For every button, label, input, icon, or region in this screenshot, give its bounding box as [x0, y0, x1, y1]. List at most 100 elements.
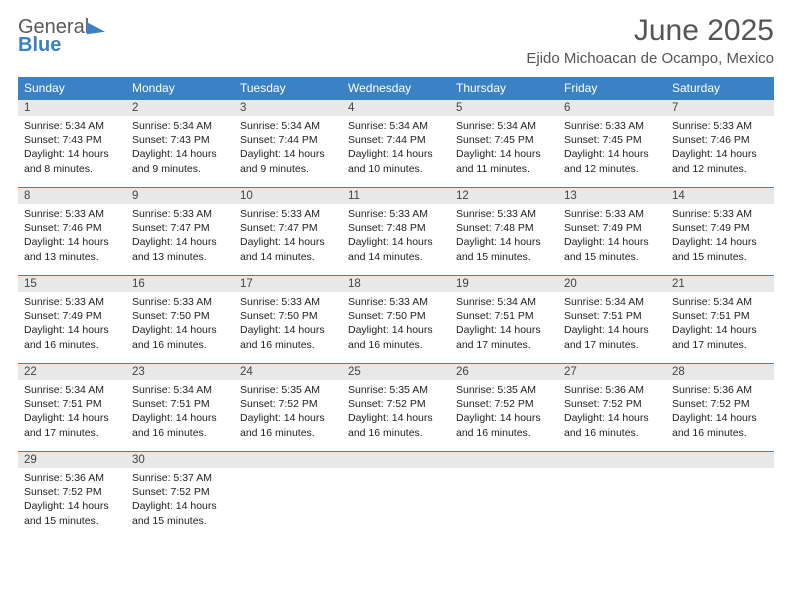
- day-number: 26: [450, 364, 558, 380]
- daylight-text: Daylight: 14 hours and 15 minutes.: [24, 499, 120, 527]
- daylight-text: Daylight: 14 hours and 15 minutes.: [132, 499, 228, 527]
- logo-text: General Blue: [18, 18, 105, 54]
- header: General Blue June 2025 Ejido Michoacan d…: [18, 14, 774, 71]
- daylight-text: Daylight: 14 hours and 16 minutes.: [672, 411, 768, 439]
- day-info: Sunrise: 5:35 AMSunset: 7:52 PMDaylight:…: [456, 383, 552, 440]
- sunrise-text: Sunrise: 5:36 AM: [564, 383, 660, 397]
- sunrise-text: Sunrise: 5:37 AM: [132, 471, 228, 485]
- day-cell: 17Sunrise: 5:33 AMSunset: 7:50 PMDayligh…: [234, 275, 342, 363]
- day-info: Sunrise: 5:34 AMSunset: 7:51 PMDaylight:…: [564, 295, 660, 352]
- day-number: [234, 452, 342, 468]
- day-number: 18: [342, 276, 450, 292]
- sunrise-text: Sunrise: 5:34 AM: [132, 119, 228, 133]
- daylight-text: Daylight: 14 hours and 16 minutes.: [132, 323, 228, 351]
- sunrise-text: Sunrise: 5:33 AM: [348, 207, 444, 221]
- sunset-text: Sunset: 7:47 PM: [132, 221, 228, 235]
- daylight-text: Daylight: 14 hours and 13 minutes.: [132, 235, 228, 263]
- sunset-text: Sunset: 7:46 PM: [672, 133, 768, 147]
- daylight-text: Daylight: 14 hours and 16 minutes.: [240, 323, 336, 351]
- day-cell: 19Sunrise: 5:34 AMSunset: 7:51 PMDayligh…: [450, 275, 558, 363]
- sunrise-text: Sunrise: 5:34 AM: [24, 383, 120, 397]
- page-title: June 2025: [526, 14, 774, 48]
- daylight-text: Daylight: 14 hours and 17 minutes.: [24, 411, 120, 439]
- daylight-text: Daylight: 14 hours and 16 minutes.: [348, 411, 444, 439]
- daylight-text: Daylight: 14 hours and 9 minutes.: [240, 147, 336, 175]
- sunset-text: Sunset: 7:49 PM: [672, 221, 768, 235]
- day-info: Sunrise: 5:33 AMSunset: 7:47 PMDaylight:…: [132, 207, 228, 264]
- day-info: Sunrise: 5:33 AMSunset: 7:46 PMDaylight:…: [672, 119, 768, 176]
- day-cell: 22 Sunrise: 5:34 AMSunset: 7:51 PMDayligh…: [18, 363, 126, 451]
- sunrise-text: Sunrise: 5:33 AM: [672, 119, 768, 133]
- daylight-text: Daylight: 14 hours and 16 minutes.: [456, 411, 552, 439]
- sunrise-text: Sunrise: 5:35 AM: [456, 383, 552, 397]
- page-subtitle: Ejido Michoacan de Ocampo, Mexico: [526, 50, 774, 67]
- sunrise-text: Sunrise: 5:34 AM: [132, 383, 228, 397]
- sunset-text: Sunset: 7:52 PM: [672, 397, 768, 411]
- sunset-text: Sunset: 7:51 PM: [132, 397, 228, 411]
- empty-cell: [342, 451, 450, 539]
- day-info: Sunrise: 5:35 AMSunset: 7:52 PMDaylight:…: [240, 383, 336, 440]
- sunset-text: Sunset: 7:50 PM: [132, 309, 228, 323]
- sunset-text: Sunset: 7:43 PM: [132, 133, 228, 147]
- sunset-text: Sunset: 7:52 PM: [132, 485, 228, 499]
- day-cell: 9Sunrise: 5:33 AMSunset: 7:47 PMDaylight…: [126, 187, 234, 275]
- day-cell: 28Sunrise: 5:36 AMSunset: 7:52 PMDayligh…: [666, 363, 774, 451]
- sunset-text: Sunset: 7:45 PM: [456, 133, 552, 147]
- sunset-text: Sunset: 7:43 PM: [24, 133, 120, 147]
- day-number: 22: [18, 364, 126, 380]
- sunset-text: Sunset: 7:49 PM: [24, 309, 120, 323]
- day-number: 29: [18, 452, 126, 468]
- day-info: Sunrise: 5:33 AMSunset: 7:47 PMDaylight:…: [240, 207, 336, 264]
- daylight-text: Daylight: 14 hours and 16 minutes.: [24, 323, 120, 351]
- title-block: June 2025 Ejido Michoacan de Ocampo, Mex…: [526, 14, 774, 71]
- day-info: Sunrise: 5:33 AMSunset: 7:50 PMDaylight:…: [348, 295, 444, 352]
- sunrise-text: Sunrise: 5:34 AM: [456, 119, 552, 133]
- day-info: Sunrise: 5:33 AMSunset: 7:49 PMDaylight:…: [564, 207, 660, 264]
- empty-cell: [666, 451, 774, 539]
- daylight-text: Daylight: 14 hours and 8 minutes.: [24, 147, 120, 175]
- day-info: Sunrise: 5:33 AMSunset: 7:48 PMDaylight:…: [456, 207, 552, 264]
- day-info: Sunrise: 5:34 AMSunset: 7:45 PMDaylight:…: [456, 119, 552, 176]
- day-number: 2: [126, 100, 234, 116]
- day-info: Sunrise: 5:33 AMSunset: 7:50 PMDaylight:…: [240, 295, 336, 352]
- daylight-text: Daylight: 14 hours and 17 minutes.: [564, 323, 660, 351]
- day-number: 4: [342, 100, 450, 116]
- sunrise-text: Sunrise: 5:34 AM: [672, 295, 768, 309]
- day-number: 25: [342, 364, 450, 380]
- day-info: Sunrise: 5:34 AMSunset: 7:51 PMDaylight:…: [132, 383, 228, 440]
- day-number: 13: [558, 188, 666, 204]
- day-number: 30: [126, 452, 234, 468]
- day-info: Sunrise: 5:36 AMSunset: 7:52 PMDaylight:…: [24, 471, 120, 528]
- daylight-text: Daylight: 14 hours and 16 minutes.: [240, 411, 336, 439]
- daylight-text: Daylight: 14 hours and 17 minutes.: [672, 323, 768, 351]
- day-number: 15: [18, 276, 126, 292]
- sunrise-text: Sunrise: 5:33 AM: [456, 207, 552, 221]
- day-cell: 6Sunrise: 5:33 AMSunset: 7:45 PMDaylight…: [558, 99, 666, 187]
- day-info: Sunrise: 5:33 AMSunset: 7:46 PMDaylight:…: [24, 207, 120, 264]
- sunset-text: Sunset: 7:51 PM: [456, 309, 552, 323]
- sunset-text: Sunset: 7:51 PM: [24, 397, 120, 411]
- daylight-text: Daylight: 14 hours and 15 minutes.: [456, 235, 552, 263]
- daylight-text: Daylight: 14 hours and 17 minutes.: [456, 323, 552, 351]
- sunrise-text: Sunrise: 5:35 AM: [348, 383, 444, 397]
- daylight-text: Daylight: 14 hours and 12 minutes.: [564, 147, 660, 175]
- day-cell: 10Sunrise: 5:33 AMSunset: 7:47 PMDayligh…: [234, 187, 342, 275]
- day-cell: 24Sunrise: 5:35 AMSunset: 7:52 PMDayligh…: [234, 363, 342, 451]
- day-cell: 8Sunrise: 5:33 AMSunset: 7:46 PMDaylight…: [18, 187, 126, 275]
- daylight-text: Daylight: 14 hours and 16 minutes.: [132, 411, 228, 439]
- sunrise-text: Sunrise: 5:33 AM: [240, 295, 336, 309]
- sunrise-text: Sunrise: 5:33 AM: [24, 295, 120, 309]
- daylight-text: Daylight: 14 hours and 13 minutes.: [24, 235, 120, 263]
- day-info: Sunrise: 5:34 AMSunset: 7:43 PMDaylight:…: [132, 119, 228, 176]
- day-info: Sunrise: 5:33 AMSunset: 7:49 PMDaylight:…: [672, 207, 768, 264]
- day-number: [558, 452, 666, 468]
- sunrise-text: Sunrise: 5:33 AM: [132, 295, 228, 309]
- day-info: Sunrise: 5:34 AMSunset: 7:51 PMDaylight:…: [672, 295, 768, 352]
- sunset-text: Sunset: 7:45 PM: [564, 133, 660, 147]
- empty-cell: [234, 451, 342, 539]
- sunrise-text: Sunrise: 5:33 AM: [348, 295, 444, 309]
- day-cell: 18 Sunrise: 5:33 AMSunset: 7:50 PMDayligh…: [342, 275, 450, 363]
- sunrise-text: Sunrise: 5:33 AM: [240, 207, 336, 221]
- daylight-text: Daylight: 14 hours and 15 minutes.: [564, 235, 660, 263]
- sunrise-text: Sunrise: 5:34 AM: [240, 119, 336, 133]
